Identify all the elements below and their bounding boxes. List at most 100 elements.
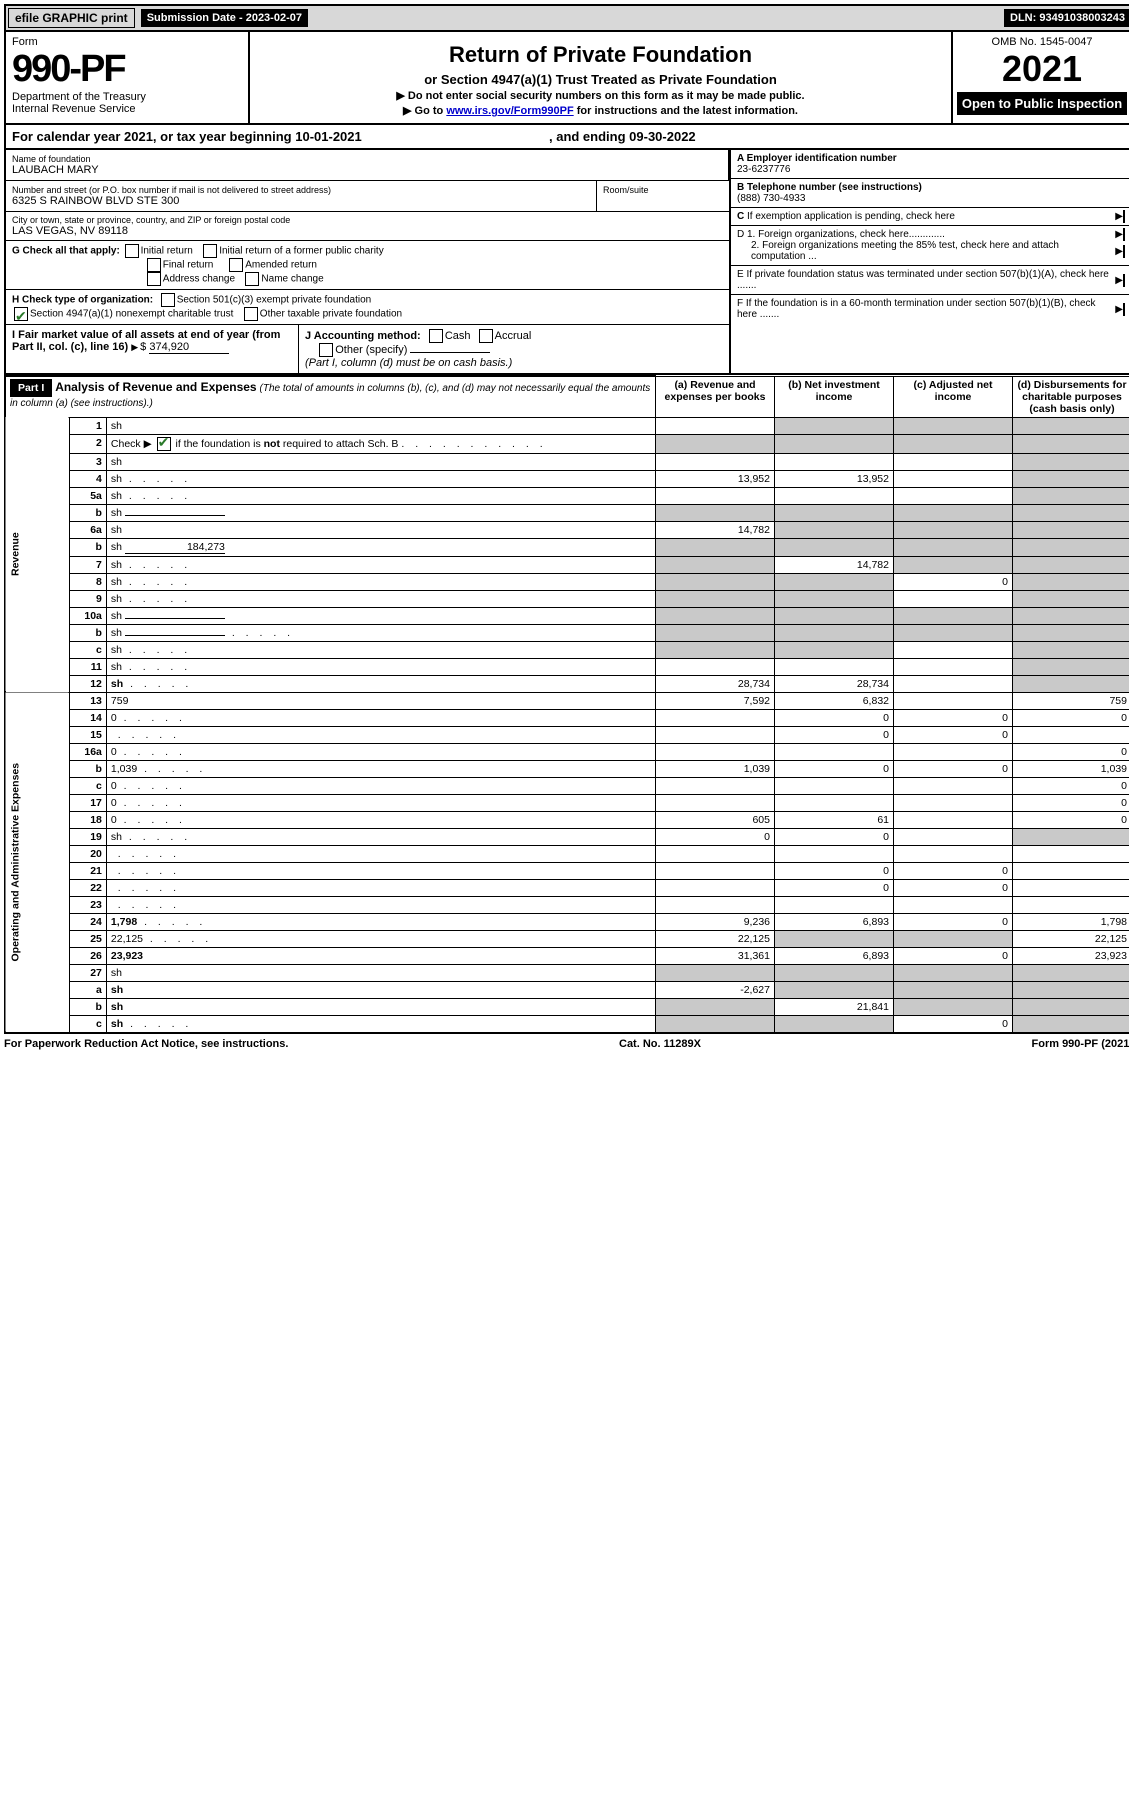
efile-button[interactable]: efile GRAPHIC print <box>8 8 135 28</box>
checkbox-d1[interactable] <box>1123 228 1125 241</box>
cell-d <box>1013 998 1129 1015</box>
cell-d: 0 <box>1013 709 1129 726</box>
address: 6325 S RAINBOW BLVD STE 300 <box>12 195 590 207</box>
cell-d: 1,798 <box>1013 913 1129 930</box>
table-row: 20 . . . . . <box>5 845 1129 862</box>
cell-a <box>656 417 775 434</box>
checkbox-501c3[interactable] <box>161 293 175 307</box>
cell-d <box>1013 470 1129 487</box>
tax-year: 2021 <box>957 48 1127 90</box>
cell-a <box>656 434 775 453</box>
table-row: csh . . . . . <box>5 641 1129 658</box>
city: LAS VEGAS, NV 89118 <box>12 225 723 237</box>
cell-c <box>894 845 1013 862</box>
table-row: 2Check ▶ ✔ if the foundation is not requ… <box>5 434 1129 453</box>
checkbox-amended-return[interactable] <box>229 258 243 272</box>
open-public-badge: Open to Public Inspection <box>957 92 1127 115</box>
checkbox-final-return[interactable] <box>147 258 161 272</box>
foundation-name: LAUBACH MARY <box>12 164 722 176</box>
table-row: 22 . . . . .00 <box>5 879 1129 896</box>
cell-c <box>894 556 1013 573</box>
checkbox-initial-return[interactable] <box>125 244 139 258</box>
fmv-value: 374,920 <box>149 341 229 354</box>
section-c-text: If exemption application is pending, che… <box>747 211 955 222</box>
row-number: 25 <box>69 930 106 947</box>
cell-d <box>1013 845 1129 862</box>
address-label: Number and street (or P.O. box number if… <box>12 185 590 195</box>
row-description: 22,125 . . . . . <box>106 930 655 947</box>
table-row: 21 . . . . .00 <box>5 862 1129 879</box>
table-row: bsh 184,273 <box>5 538 1129 556</box>
table-row: csh . . . . .0 <box>5 1015 1129 1033</box>
checkbox-other-taxable[interactable] <box>244 307 258 321</box>
cell-b <box>775 504 894 521</box>
cell-d <box>1013 487 1129 504</box>
cell-d <box>1013 1015 1129 1033</box>
row-number: b <box>69 538 106 556</box>
cell-a <box>656 641 775 658</box>
table-row: 4sh . . . . .13,95213,952 <box>5 470 1129 487</box>
cell-c <box>894 521 1013 538</box>
row-description: sh . . . . . <box>106 487 655 504</box>
cell-b <box>775 964 894 981</box>
cell-a: 1,039 <box>656 760 775 777</box>
checkbox-e[interactable] <box>1123 274 1125 287</box>
cell-c <box>894 504 1013 521</box>
row-description: 0 . . . . . <box>106 794 655 811</box>
cell-a <box>656 845 775 862</box>
section-f: F If the foundation is in a 60-month ter… <box>737 298 1115 320</box>
row-description: sh . . . . . <box>106 590 655 607</box>
cell-b <box>775 1015 894 1033</box>
table-row: 27sh <box>5 964 1129 981</box>
cell-a: -2,627 <box>656 981 775 998</box>
checkbox-c[interactable] <box>1123 210 1125 223</box>
cell-a <box>656 538 775 556</box>
cell-b <box>775 845 894 862</box>
cell-c: 0 <box>894 760 1013 777</box>
cell-a <box>656 726 775 743</box>
cell-d <box>1013 573 1129 590</box>
checkbox-f[interactable] <box>1123 303 1125 316</box>
row-description: 0 . . . . . <box>106 811 655 828</box>
footer-left: For Paperwork Reduction Act Notice, see … <box>4 1038 288 1050</box>
cell-c <box>894 675 1013 692</box>
ein-value: 23-6237776 <box>737 164 790 175</box>
phone-value: (888) 730-4933 <box>737 193 805 204</box>
cell-c <box>894 624 1013 641</box>
cell-d <box>1013 675 1129 692</box>
checkbox-4947a1[interactable]: ✔ <box>14 307 28 321</box>
cell-d <box>1013 624 1129 641</box>
cell-c <box>894 964 1013 981</box>
row-number: 7 <box>69 556 106 573</box>
cell-c <box>894 434 1013 453</box>
section-e: E If private foundation status was termi… <box>737 269 1115 291</box>
checkbox-other-method[interactable] <box>319 343 333 357</box>
checkbox-initial-former[interactable] <box>203 244 217 258</box>
cell-a <box>656 964 775 981</box>
cell-a: 0 <box>656 828 775 845</box>
part1-col-d-note: (Part I, column (d) must be on cash basi… <box>305 357 512 369</box>
row-number: 8 <box>69 573 106 590</box>
row-description: Check ▶ ✔ if the foundation is not requi… <box>106 434 655 453</box>
row-number: 9 <box>69 590 106 607</box>
cell-a <box>656 1015 775 1033</box>
checkbox-cash[interactable] <box>429 329 443 343</box>
cell-b <box>775 777 894 794</box>
checkbox-d2[interactable] <box>1123 245 1125 258</box>
row-description: sh . . . . . <box>106 658 655 675</box>
cell-c <box>894 487 1013 504</box>
irs-link[interactable]: www.irs.gov/Form990PF <box>446 105 573 117</box>
row-number: 10a <box>69 607 106 624</box>
phone-label: B Telephone number (see instructions) <box>737 182 922 193</box>
cell-b <box>775 658 894 675</box>
checkbox-address-change[interactable] <box>147 272 161 286</box>
row-description: 0 . . . . . <box>106 743 655 760</box>
checkbox-accrual[interactable] <box>479 329 493 343</box>
table-row: 16a0 . . . . .0 <box>5 743 1129 760</box>
cell-b <box>775 641 894 658</box>
cell-d: 0 <box>1013 811 1129 828</box>
row-number: 6a <box>69 521 106 538</box>
cell-d <box>1013 521 1129 538</box>
cell-d: 23,923 <box>1013 947 1129 964</box>
checkbox-name-change[interactable] <box>245 272 259 286</box>
